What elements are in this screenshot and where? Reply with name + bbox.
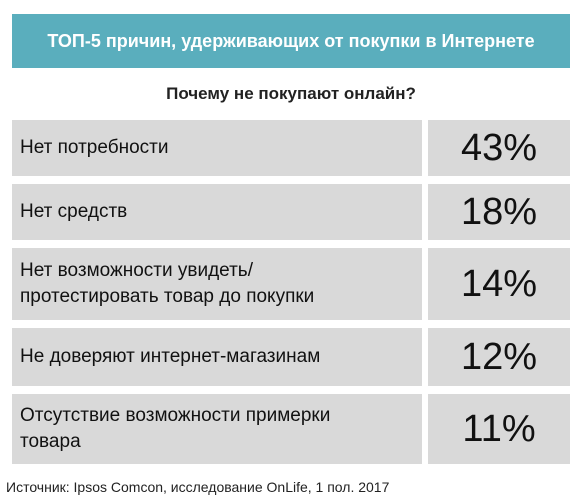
reason-label: Отсутствие возможности примерки товара: [12, 394, 422, 464]
reason-label: Нет средств: [12, 184, 422, 240]
reason-label: Нет потребности: [12, 120, 422, 176]
table-row: Нет возможности увидеть/ протестировать …: [12, 248, 570, 320]
percent-value: 14%: [428, 248, 570, 320]
reason-label: Нет возможности увидеть/ протестировать …: [12, 248, 422, 320]
percent-value: 12%: [428, 328, 570, 386]
table-row: Не доверяют интернет-магазинам 12%: [12, 328, 570, 386]
table-row: Отсутствие возможности примерки товара 1…: [12, 394, 570, 464]
chart-title: ТОП-5 причин, удерживающих от покупки в …: [47, 30, 535, 51]
percent-value: 11%: [428, 394, 570, 464]
table-row: Нет средств 18%: [12, 184, 570, 240]
question-heading: Почему не покупают онлайн?: [166, 84, 416, 103]
percent-value: 18%: [428, 184, 570, 240]
source-note: Источник: Ipsos Comcon, исследование OnL…: [6, 479, 390, 495]
header-bar: ТОП-5 причин, удерживающих от покупки в …: [12, 14, 570, 68]
reason-label: Не доверяют интернет-магазинам: [12, 328, 422, 386]
table-row: Нет потребности 43%: [12, 120, 570, 176]
percent-value: 43%: [428, 120, 570, 176]
